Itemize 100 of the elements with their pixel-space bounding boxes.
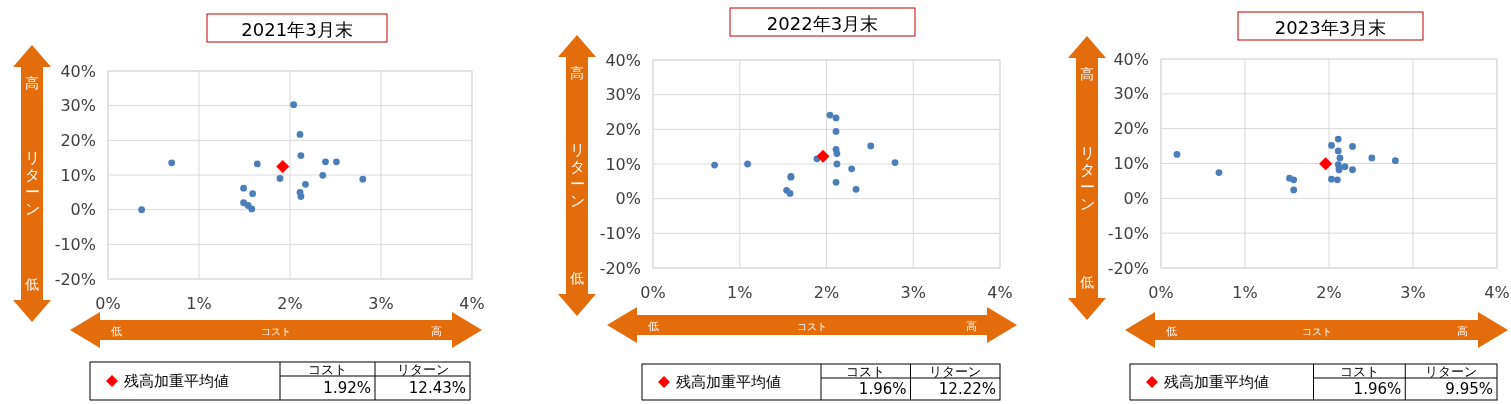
x-tick-label: 2% — [813, 282, 840, 302]
y-tick-label: 10% — [60, 165, 96, 185]
x-tick-label: 0% — [95, 293, 121, 313]
y-tick-label: 20% — [1113, 119, 1149, 139]
point — [711, 161, 718, 169]
text: 1.96% — [858, 380, 907, 398]
x-tick-label: 1% — [186, 293, 212, 313]
point — [138, 206, 146, 214]
text: 低 — [647, 319, 659, 333]
text: 低 — [110, 324, 122, 338]
legend-label: 残高加重平均値 — [124, 372, 229, 390]
y-tick-label: -10% — [1107, 223, 1149, 243]
y-tick-label: 40% — [1113, 49, 1149, 69]
point — [1290, 186, 1298, 194]
text: 高 — [1456, 324, 1468, 338]
point — [832, 114, 840, 122]
y-tick-label: 20% — [605, 119, 641, 139]
y-tick-label: -20% — [599, 258, 641, 278]
point — [1215, 169, 1223, 176]
point — [297, 193, 305, 200]
point — [319, 171, 327, 179]
x-tick-label: 2% — [1316, 282, 1342, 302]
text: 高 — [570, 65, 584, 81]
text: 高 — [1080, 66, 1094, 82]
y-tick-label: 0% — [70, 200, 96, 220]
point — [253, 160, 261, 168]
point — [359, 175, 367, 183]
point — [833, 150, 841, 157]
legend-label: 残高加重平均値 — [1164, 373, 1269, 391]
point — [867, 142, 875, 150]
x-tick-label: 1% — [727, 282, 753, 302]
text: 低 — [570, 270, 584, 286]
y-tick-label: 40% — [60, 61, 96, 81]
x-tick-label: 4% — [987, 282, 1013, 302]
text: コスト — [846, 363, 886, 379]
text: リターン — [396, 361, 449, 377]
point — [322, 158, 329, 166]
y-tick-label: -10% — [599, 223, 641, 243]
point — [249, 190, 257, 198]
point — [1341, 163, 1349, 171]
point — [1368, 154, 1376, 162]
text: 低 — [1080, 274, 1094, 290]
point — [1334, 176, 1341, 184]
x-tick-label: 3% — [900, 282, 926, 302]
point — [296, 131, 304, 138]
point — [1334, 135, 1342, 143]
point — [891, 159, 899, 167]
text: 低 — [1165, 324, 1177, 338]
y-tick-label: 30% — [605, 85, 641, 105]
point — [1328, 175, 1335, 183]
x-axis-title: コスト — [797, 320, 827, 332]
text: リターン — [1425, 363, 1478, 379]
text: 12.43% — [408, 379, 466, 397]
x-tick-label: 3% — [1400, 282, 1426, 302]
y-tick-label: 10% — [605, 154, 641, 174]
point — [302, 180, 309, 188]
text: コスト — [1339, 363, 1379, 379]
text: リターン — [929, 363, 982, 379]
point — [297, 152, 305, 159]
x-tick-label: 1% — [1232, 282, 1258, 302]
point — [744, 160, 751, 168]
x-tick-label: 2% — [277, 293, 303, 313]
y-tick-label: 10% — [1113, 154, 1149, 173]
point — [1349, 143, 1356, 150]
point — [832, 178, 840, 186]
y-axis-title: リターン — [24, 149, 40, 218]
point — [833, 160, 841, 168]
y-tick-label: -20% — [1107, 258, 1149, 278]
point — [1173, 151, 1181, 158]
chart-title: 2022年3月末 — [766, 12, 879, 34]
y-tick-label: -20% — [54, 269, 96, 289]
y-axis-title: リターン — [569, 141, 585, 210]
point — [852, 185, 860, 193]
point — [276, 175, 284, 182]
y-tick-label: 0% — [615, 189, 641, 209]
text: 低 — [25, 276, 39, 292]
point — [786, 190, 794, 197]
point — [1328, 141, 1335, 149]
y-tick-label: 30% — [60, 96, 96, 116]
text: 1.92% — [323, 379, 371, 397]
y-tick-label: 40% — [605, 50, 641, 70]
legend-label: 残高加重平均値 — [676, 373, 781, 391]
point — [1336, 154, 1344, 162]
point — [1290, 176, 1298, 184]
point — [1334, 147, 1342, 155]
chart-title: 2023年3月末 — [1274, 16, 1387, 38]
point — [848, 165, 856, 173]
point — [832, 128, 840, 135]
x-tick-label: 4% — [1484, 282, 1510, 302]
point — [1349, 166, 1356, 174]
text: 高 — [965, 319, 977, 333]
text: 高 — [25, 75, 39, 91]
x-axis-title: コスト — [1301, 325, 1332, 337]
x-tick-label: 0% — [1148, 282, 1174, 302]
text: コスト — [308, 361, 347, 377]
point — [333, 158, 340, 166]
point — [1391, 157, 1399, 165]
text: 高 — [430, 324, 442, 338]
x-axis-title: コスト — [261, 325, 291, 337]
point — [240, 184, 247, 192]
